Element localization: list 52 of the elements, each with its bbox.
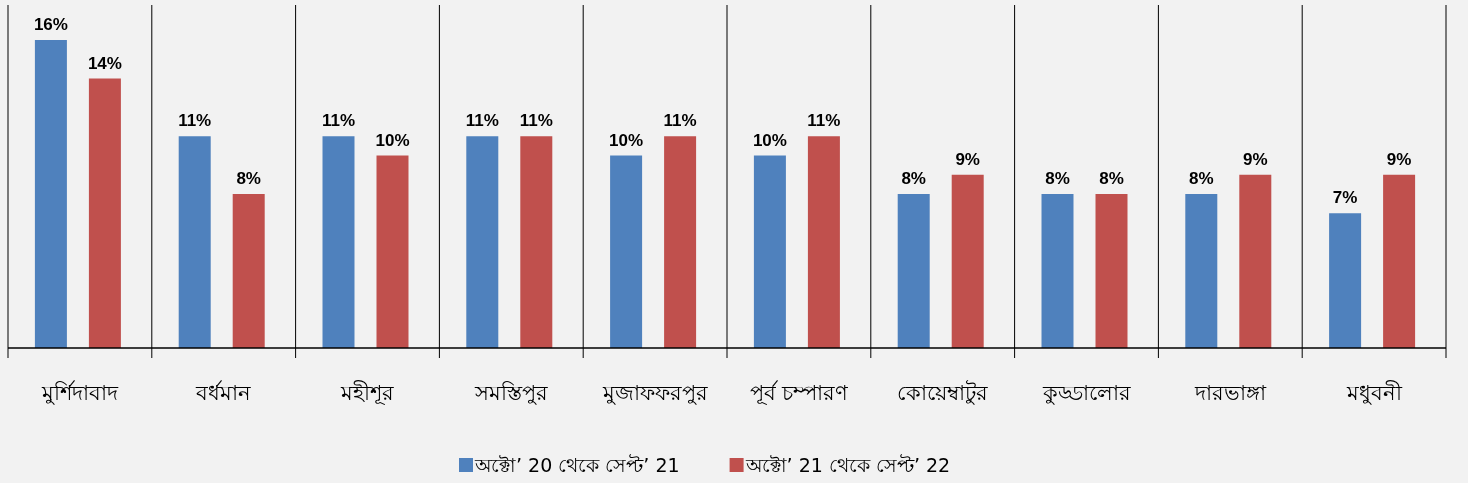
legend-label: অক্টো’ 20 থেকে সেপ্ট’ 21: [474, 454, 680, 476]
data-label: 8%: [1189, 169, 1214, 188]
bar: [88, 78, 121, 348]
bar: [610, 155, 643, 348]
data-label: 11%: [807, 111, 841, 131]
bar: [178, 136, 211, 348]
x-tick-label: কুড্ডালোর: [1041, 381, 1131, 405]
bar: [1239, 174, 1272, 348]
data-label: 7%: [1332, 188, 1358, 208]
data-label: 16%: [33, 15, 68, 34]
bar: [1329, 213, 1362, 348]
bar: [753, 155, 786, 348]
x-tick-label: মুর্শিদাবাদ: [40, 380, 119, 405]
data-label: 11%: [663, 111, 697, 131]
data-label: 11%: [321, 111, 356, 131]
x-tick-label: মধুবনী: [1345, 380, 1403, 405]
data-label: 10%: [609, 130, 644, 150]
bar: [1041, 194, 1074, 348]
x-tick-label: বর্ধমান: [195, 380, 252, 405]
data-label: 11%: [519, 111, 553, 131]
data-label: 10%: [752, 130, 787, 150]
data-label: 14%: [87, 53, 122, 73]
x-tick-label: দারভাঙ্গা: [1193, 381, 1267, 405]
bar: [664, 136, 697, 348]
legend-label: অক্টো’ 21 থেকে সেপ্ট’ 22: [744, 454, 951, 476]
x-tick-label: সমস্তিপুর: [473, 381, 548, 405]
bar: [322, 136, 355, 348]
data-label: 8%: [236, 169, 261, 188]
bar: [232, 194, 265, 348]
data-label: 9%: [1243, 149, 1268, 169]
bar: [897, 194, 930, 348]
x-tick-label: পূর্ব চম্পারণ: [749, 380, 849, 405]
bar: [1095, 194, 1128, 348]
data-label: 9%: [955, 149, 980, 169]
data-label: 8%: [901, 169, 926, 188]
data-label: 10%: [375, 130, 410, 150]
bar: [807, 136, 840, 348]
data-label: 8%: [1099, 169, 1124, 188]
bar: [1383, 174, 1416, 348]
bar: [466, 136, 499, 348]
bar: [951, 174, 984, 348]
x-tick-label: কোয়েম্বাটুর: [897, 380, 989, 405]
bar: [520, 136, 553, 348]
bar: [1185, 194, 1218, 348]
bar: [34, 40, 67, 348]
data-label: 11%: [465, 111, 499, 131]
data-label: 8%: [1045, 169, 1070, 188]
x-tick-label: মুজাফফরপুর: [601, 381, 708, 405]
bar: [376, 155, 409, 348]
data-label: 9%: [1386, 149, 1412, 169]
x-tick-label: মহীশূর: [340, 380, 394, 405]
data-label: 11%: [178, 111, 212, 131]
